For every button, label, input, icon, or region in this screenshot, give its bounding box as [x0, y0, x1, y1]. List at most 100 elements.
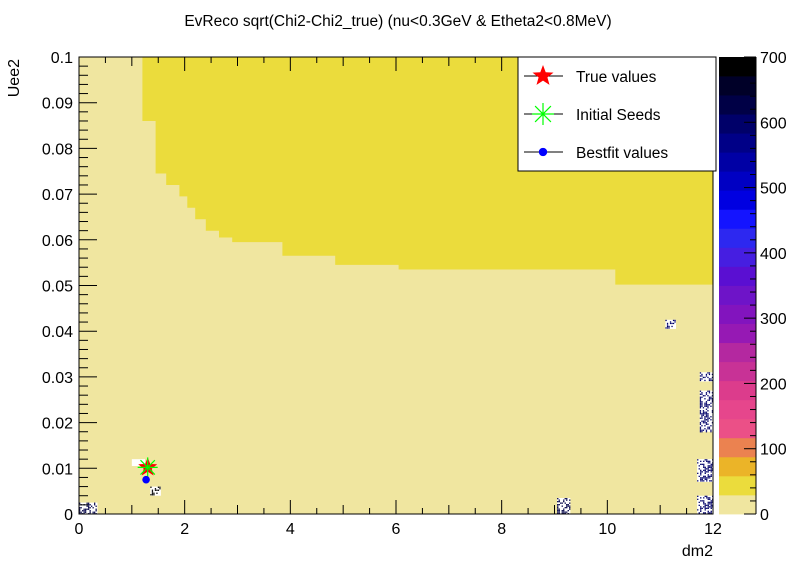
- heatmap-cell: [703, 460, 705, 462]
- heatmap-cell: [153, 494, 155, 496]
- palette-band: [719, 133, 756, 153]
- heatmap-cell: [705, 393, 708, 395]
- heatmap-cell: [89, 507, 91, 509]
- heatmap-cell: [710, 500, 712, 502]
- axes: 0 2 4 6 8 10 12 0 0.01 0.02 0.03 0.04 0.05 0.06 0.07 0.…: [42, 50, 722, 538]
- heatmap-cell: [86, 505, 88, 507]
- palette-band: [719, 209, 756, 229]
- heatmap-cell: [708, 404, 711, 406]
- heatmap-cell: [557, 510, 559, 512]
- heatmap-cell: [703, 475, 705, 477]
- heatmap-cell: [557, 508, 559, 510]
- heatmap-cell: [79, 510, 81, 512]
- heatmap-cell: [708, 379, 711, 382]
- heatmap-cell: [672, 319, 675, 322]
- heatmap-cell: [151, 494, 154, 496]
- heatmap-cell: [701, 404, 703, 406]
- heatmap-cell: [711, 373, 714, 376]
- palette-band: [719, 266, 756, 286]
- heatmap-cell: [708, 417, 711, 419]
- heatmap-cell: [701, 507, 703, 509]
- heatmap-cell: [566, 505, 568, 507]
- heatmap-cell: [563, 501, 565, 503]
- heatmap-cell: [704, 468, 706, 470]
- heatmap-cell: [706, 478, 708, 480]
- heatmap-cell: [666, 327, 669, 329]
- heatmap-cell: [703, 506, 705, 508]
- heatmap-cell: [710, 419, 712, 421]
- heatmap-cell: [698, 501, 700, 503]
- heatmap-cell: [700, 477, 702, 479]
- x-tick-label: 6: [392, 521, 401, 538]
- heatmap-cell: [566, 511, 568, 513]
- y-tick-label: 0.08: [42, 141, 73, 158]
- legend-entry: Initial Seeds: [524, 103, 661, 125]
- heatmap-cell: [705, 422, 708, 424]
- heatmap-cell: [706, 459, 708, 461]
- heatmap-cell: [707, 504, 709, 506]
- y-tick-label: 0.07: [42, 187, 73, 204]
- heatmap-cell: [697, 472, 699, 474]
- y-tick-label: 0.06: [42, 233, 73, 250]
- palette-band: [719, 285, 756, 305]
- heatmap-cell: [707, 413, 709, 415]
- heatmap-cell: [156, 489, 158, 491]
- heatmap-cell: [89, 510, 91, 512]
- heatmap-cell: [83, 510, 85, 512]
- heatmap-cell: [563, 508, 565, 510]
- heatmap-cell: [703, 465, 705, 467]
- heatmap-cell: [569, 502, 571, 504]
- heatmap-cell: [709, 465, 711, 467]
- heatmap-cell: [668, 327, 670, 329]
- heatmap-cell: [569, 508, 571, 510]
- heatmap-cell: [710, 474, 712, 476]
- heatmap-cell: [557, 505, 559, 507]
- heatmap-cell: [561, 511, 563, 513]
- heatmap-cell: [699, 402, 702, 404]
- heatmap-cell: [92, 511, 94, 513]
- heatmap-cell: [707, 372, 709, 374]
- heatmap-cell: [700, 469, 702, 471]
- heatmap-cell: [709, 498, 711, 500]
- heatmap-cell: [707, 376, 709, 379]
- heatmap-cell: [707, 471, 709, 473]
- heatmap-cell: [699, 399, 702, 401]
- heatmap-cell: [88, 502, 90, 504]
- heatmap-cell: [706, 480, 708, 482]
- heatmap-cell: [707, 469, 709, 471]
- x-axis-label: dm2: [682, 543, 713, 560]
- heatmap-cell: [558, 499, 560, 501]
- heatmap-cell: [710, 466, 712, 468]
- heatmap-cell: [704, 472, 706, 474]
- palette-band: [719, 247, 756, 267]
- heatmap-cell: [702, 429, 705, 431]
- heatmap-cell: [704, 398, 706, 400]
- z-tick-label: 300: [760, 311, 787, 328]
- heatmap-cell: [706, 460, 708, 462]
- heatmap-cell: [704, 404, 706, 406]
- heatmap-cell: [566, 507, 568, 509]
- heatmap-cell: [708, 399, 711, 401]
- heatmap-cell: [709, 506, 711, 508]
- heatmap-cell: [704, 419, 706, 421]
- heatmap-cell: [707, 506, 709, 508]
- heatmap-cell: [707, 465, 709, 467]
- z-tick-label: 100: [760, 442, 787, 459]
- heatmap-cell: [94, 504, 96, 506]
- heatmap-cell: [705, 375, 708, 377]
- heatmap-cell: [701, 401, 703, 403]
- heatmap-cell: [709, 475, 711, 477]
- heatmap-cell: [707, 497, 709, 499]
- heatmap-cell: [699, 398, 702, 400]
- heatmap-cell: [85, 510, 87, 512]
- heatmap-cell: [704, 425, 706, 427]
- heatmap-cell: [668, 325, 670, 328]
- heatmap-cell: [706, 507, 708, 509]
- palette-band: [719, 171, 756, 191]
- heatmap-cell: [89, 504, 91, 506]
- heatmap-cell: [707, 501, 709, 503]
- heatmap-cell: [703, 500, 705, 502]
- heatmap-cell: [700, 474, 702, 476]
- heatmap-cell: [707, 414, 709, 416]
- heatmap-cell: [699, 405, 702, 407]
